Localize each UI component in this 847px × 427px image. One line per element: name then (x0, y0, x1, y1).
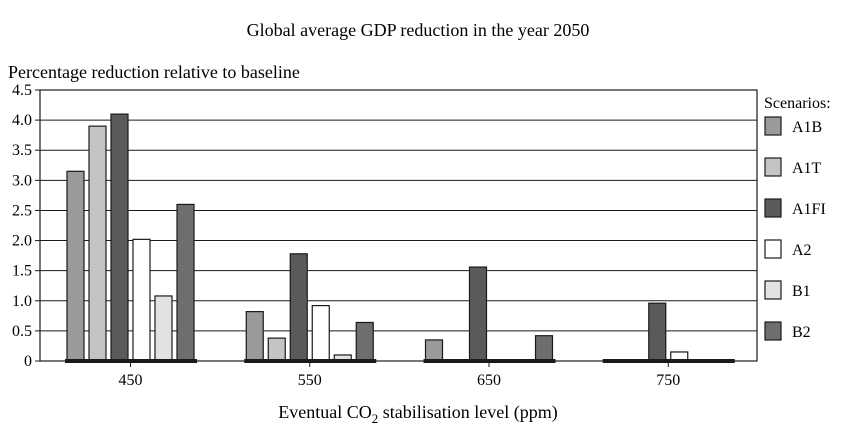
bar-A1B-550 (245, 311, 264, 362)
bar-A2-450 (132, 238, 151, 362)
legend-label-B2: B2 (792, 324, 811, 341)
x-tick-label: 450 (119, 372, 143, 389)
legend-swatch-A2 (764, 239, 782, 259)
bar-B2-450 (176, 203, 195, 362)
bar-A1FI-550 (289, 253, 308, 362)
x-axis-label-suffix: stabilisation level (ppm) (378, 402, 557, 423)
bar-A1B-450 (66, 170, 85, 362)
x-axis-label-subscript: 2 (372, 411, 379, 426)
legend-label-A1T: A1T (792, 160, 822, 177)
legend-title: Scenarios: (764, 95, 831, 112)
legend-label-B1: B1 (792, 283, 811, 300)
bar-A2-550 (311, 304, 330, 362)
bar-B2-550 (355, 321, 374, 362)
y-tick-label: 0 (24, 353, 32, 370)
legend-label-A1B: A1B (792, 119, 822, 136)
y-tick-label: 4.0 (12, 112, 32, 129)
y-tick-label: 4.5 (12, 82, 32, 99)
y-tick-label: 0.5 (12, 323, 32, 340)
legend-swatch-A1T (764, 157, 782, 177)
legend-swatch-B2 (764, 321, 782, 341)
x-axis-label: Eventual CO2 stabilisation level (ppm) (278, 402, 557, 426)
y-tick-label: 3.0 (12, 172, 32, 189)
y-tick-label: 3.5 (12, 142, 32, 159)
legend-label-A2: A2 (792, 242, 812, 259)
x-axis-label-prefix: Eventual CO (278, 402, 371, 422)
legend-label-A1FI: A1FI (792, 201, 826, 218)
x-tick-label: 650 (477, 372, 501, 389)
x-tick-label: 550 (298, 372, 322, 389)
legend-swatch-B1 (764, 280, 782, 300)
legend-swatch-A1B (764, 116, 782, 136)
y-axis-label: Percentage reduction relative to baselin… (8, 62, 300, 82)
bar-A1B-650 (424, 339, 444, 362)
y-tick-label: 2.0 (12, 233, 32, 250)
y-tick-label: 2.5 (12, 202, 32, 219)
bar-B1-450 (154, 295, 173, 362)
y-tick-label: 1.5 (12, 263, 32, 280)
y-axis-ticks: 0 0.5 1.0 1.5 2.0 2.5 3.0 3.5 4.0 4.5 (12, 82, 40, 370)
bar-A1T-550 (267, 337, 286, 362)
x-tick-label: 750 (656, 372, 680, 389)
chart-title: Global average GDP reduction in the year… (247, 20, 590, 40)
bar-A1FI-450 (110, 113, 129, 362)
y-tick-label: 1.0 (12, 293, 32, 310)
x-axis-ticks: 450 550 650 750 (119, 361, 680, 389)
bar-A1FI-750 (648, 302, 667, 362)
legend: A1B A1T A1FI A2 B1 B2 (764, 116, 826, 341)
bar-A1FI-650 (468, 266, 488, 362)
bars (66, 113, 689, 362)
bar-B2-650 (534, 335, 554, 362)
plot-frame (39, 89, 758, 362)
legend-swatch-A1FI (764, 198, 782, 218)
bar-A1T-450 (88, 125, 107, 362)
